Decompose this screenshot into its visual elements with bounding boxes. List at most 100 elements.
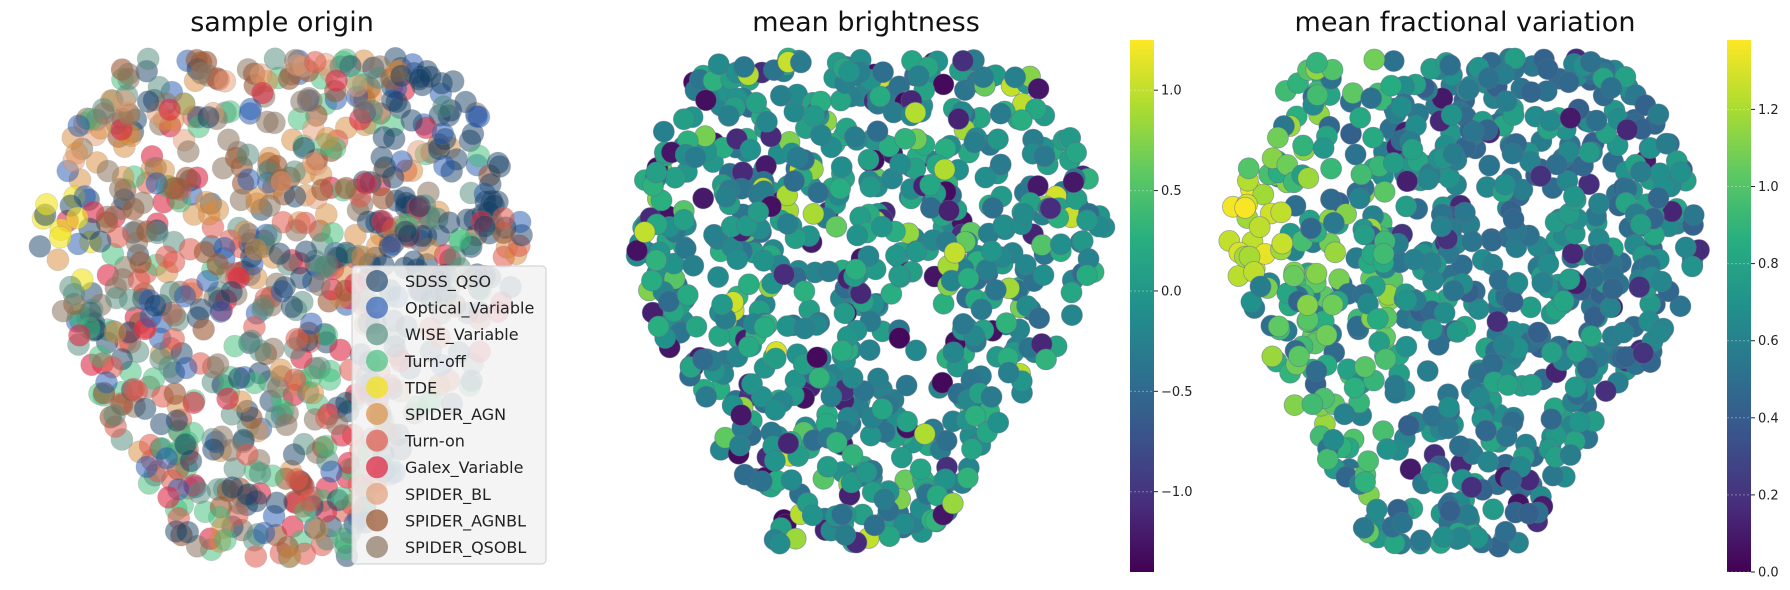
scatter-point	[831, 339, 854, 362]
scatter-point	[1439, 54, 1461, 77]
scatter-point	[155, 446, 179, 470]
scatter-point	[1061, 304, 1083, 327]
scatter-point	[213, 69, 237, 93]
scatter-point	[1602, 277, 1624, 300]
scatter-point	[1457, 504, 1479, 526]
scatter-point	[437, 211, 461, 235]
legend-marker	[366, 376, 388, 399]
scatter-point	[129, 251, 152, 274]
scatter-point	[770, 84, 792, 107]
scatter-point	[672, 208, 695, 231]
scatter-point	[1629, 213, 1652, 236]
scatter-point	[299, 312, 323, 336]
scatter-point	[1060, 281, 1083, 304]
scatter-point	[263, 47, 287, 71]
scatter-point	[869, 85, 891, 108]
scatter-point	[163, 303, 187, 327]
scatter-point	[35, 192, 58, 216]
scatter-point	[1380, 74, 1403, 97]
scatter-point	[893, 513, 915, 535]
scatter-point	[817, 260, 840, 283]
scatter-point	[1628, 276, 1651, 298]
scatter-point	[1028, 307, 1050, 330]
scatter-point	[1477, 450, 1500, 473]
scatter-point	[491, 206, 515, 230]
scatter-point	[1495, 425, 1518, 448]
scatter-point	[841, 366, 864, 389]
scatter-point	[803, 105, 826, 127]
scatter-point	[1557, 71, 1580, 94]
scatter-point	[301, 151, 325, 175]
scatter-point	[802, 202, 825, 225]
scatter-point	[1300, 217, 1322, 240]
scatter-point	[235, 442, 259, 466]
scatter-point	[1552, 290, 1575, 313]
scatter-point	[1396, 170, 1418, 193]
legend-label: Galex_Variable	[405, 458, 523, 478]
scatter-point	[1559, 107, 1582, 129]
scatter-point	[113, 89, 136, 113]
legend-label: SPIDER_AGNBL	[405, 511, 526, 531]
scatter-point	[209, 300, 233, 324]
scatter-point	[278, 544, 302, 568]
scatter-point	[773, 263, 795, 286]
scatter-point	[1384, 374, 1406, 397]
scatter-point	[829, 177, 851, 200]
scatter-point	[1324, 241, 1346, 264]
scatter-point	[855, 461, 878, 484]
scatter-point	[220, 280, 244, 304]
scatter-point	[1372, 420, 1395, 443]
scatter-point	[1027, 78, 1050, 100]
scatter-point	[133, 397, 157, 421]
scatter-point	[478, 172, 502, 196]
scatter-point	[1322, 428, 1345, 451]
scatter-point	[1430, 215, 1453, 238]
scatter-point	[717, 104, 740, 127]
legend-marker	[366, 429, 388, 452]
scatter-point	[1520, 81, 1543, 103]
scatter-point	[1362, 126, 1384, 149]
scatter-point	[845, 258, 867, 281]
scatter-point	[157, 485, 181, 509]
panel-sample-origin: sample origin SDSS_QSO Optical_Variable WI…	[28, 7, 547, 569]
legend-label: Turn-on	[404, 432, 465, 451]
scatter-point	[206, 353, 230, 376]
scatter-point	[400, 109, 424, 132]
scatter-point	[846, 224, 869, 247]
scatter-point	[641, 269, 663, 292]
scatter-point	[315, 126, 339, 150]
panel-title-mean-fractional-variation: mean fractional variation	[1295, 7, 1636, 38]
scatter-point	[1517, 502, 1540, 525]
legend-label: WISE_Variable	[405, 325, 519, 345]
scatter-point	[777, 432, 800, 455]
scatter-point	[888, 327, 911, 349]
scatter-point	[1348, 187, 1371, 210]
scatter-point	[382, 127, 406, 151]
scatter-point	[283, 185, 307, 208]
scatter-point	[682, 254, 705, 277]
scatter-point	[1495, 90, 1518, 112]
scatter-point	[1391, 511, 1414, 534]
scatter-point	[88, 230, 112, 253]
scatter-point	[1421, 318, 1443, 341]
colorbar-tick-label: −0.5	[1161, 385, 1193, 400]
scatter-point	[385, 90, 409, 114]
scatter-point	[830, 156, 853, 178]
scatter-point	[328, 338, 352, 362]
scatter-point	[987, 128, 1009, 151]
colorbar-tick-label: 1.2	[1758, 103, 1779, 118]
scatter-point	[1049, 233, 1072, 256]
scatter-point	[1616, 118, 1639, 141]
scatter-point	[1502, 208, 1525, 231]
scatter-point	[1360, 87, 1383, 110]
scatter-point	[776, 212, 799, 235]
scatter-point	[1536, 58, 1559, 80]
scatter-point	[1270, 201, 1293, 224]
scatter-point	[1297, 167, 1320, 190]
scatter-point	[1363, 48, 1386, 71]
scatter-point	[350, 245, 374, 269]
scatter-point	[858, 339, 881, 362]
scatter-point	[737, 273, 760, 296]
scatter-point	[1399, 458, 1422, 481]
scatter-point	[1527, 321, 1550, 344]
